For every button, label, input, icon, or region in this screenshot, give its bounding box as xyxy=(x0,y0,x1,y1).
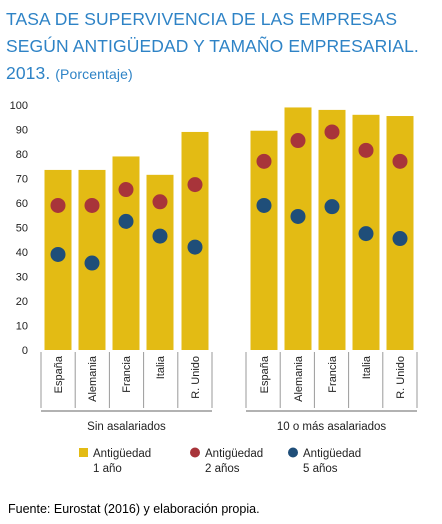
dot-antiguedad-5-anos xyxy=(187,239,203,255)
group-label: 10 o más asalariados xyxy=(277,421,387,433)
title-year: 2013. xyxy=(6,63,51,83)
title-line-3: 2013. (Porcentaje) xyxy=(6,60,440,88)
dot-antiguedad-5-anos xyxy=(392,231,408,247)
y-tick-label: 70 xyxy=(16,174,28,186)
x-tick-label: R. Unido xyxy=(395,356,407,399)
chart-title: TASA DE SUPERVIVENCIA DE LAS EMPRESAS SE… xyxy=(6,6,440,88)
x-tick-label: España xyxy=(53,355,65,393)
legend-swatch-bar xyxy=(79,448,88,457)
y-tick-label: 0 xyxy=(22,345,28,357)
x-tick-label: Francia xyxy=(121,355,133,393)
dot-antiguedad-2-anos xyxy=(50,197,66,213)
survival-rate-chart: 0 10 20 30 40 50 60 70 80 90 100 España Alemania Fran… xyxy=(10,100,418,475)
x-tick-label: Francia xyxy=(327,355,339,393)
y-tick-label: 30 xyxy=(16,272,28,284)
y-tick-label: 50 xyxy=(16,223,28,235)
chart-subtitle: (Porcentaje) xyxy=(55,66,133,82)
x-tick-label: España xyxy=(259,355,271,393)
dot-antiguedad-5-anos xyxy=(256,197,272,213)
dot-antiguedad-2-anos xyxy=(187,177,203,193)
dot-antiguedad-2-anos xyxy=(358,142,374,158)
legend-swatch-dot xyxy=(288,447,298,458)
dot-antiguedad-5-anos xyxy=(84,255,100,271)
y-tick-label: 10 xyxy=(16,321,28,333)
x-tick-label: Italia xyxy=(361,355,373,379)
dot-antiguedad-2-anos xyxy=(392,153,408,169)
source-note: Fuente: Eurostat (2016) y elaboración pr… xyxy=(8,502,260,516)
group-label: Sin asalariados xyxy=(87,421,166,433)
legend-label-line1: Antigüedad xyxy=(93,448,151,460)
dot-antiguedad-5-anos xyxy=(118,213,134,229)
title-line-2: SEGÚN ANTIGÜEDAD Y TAMAÑO EMPRESARIAL. xyxy=(6,36,419,56)
dot-antiguedad-5-anos xyxy=(358,226,374,242)
dot-antiguedad-5-anos xyxy=(324,199,340,215)
legend-label-line1: Antigüedad xyxy=(303,448,361,460)
x-tick-label: Alemania xyxy=(293,355,305,402)
x-tick-label: Alemania xyxy=(87,355,99,402)
dot-antiguedad-2-anos xyxy=(118,182,134,198)
dot-antiguedad-5-anos xyxy=(290,208,306,224)
y-tick-label: 60 xyxy=(16,198,28,210)
y-tick-label: 40 xyxy=(16,247,28,259)
dot-antiguedad-2-anos xyxy=(324,124,340,140)
bar-antiguedad-1-ano xyxy=(318,109,346,351)
legend-label-line1: Antigüedad xyxy=(205,448,263,460)
dot-antiguedad-5-anos xyxy=(50,246,66,262)
dot-antiguedad-5-anos xyxy=(152,228,168,244)
dot-antiguedad-2-anos xyxy=(290,133,306,149)
dot-antiguedad-2-anos xyxy=(84,197,100,213)
y-tick-label: 20 xyxy=(16,296,28,308)
legend-label-line2: 2 años xyxy=(205,463,240,475)
x-tick-label: Italia xyxy=(155,355,167,379)
legend-label-line2: 5 años xyxy=(303,463,338,475)
y-tick-label: 80 xyxy=(16,149,28,161)
x-tick-label: R. Unido xyxy=(190,356,202,399)
legend-swatch-dot xyxy=(190,447,200,458)
y-tick-label: 90 xyxy=(16,125,28,137)
legend-label-line2: 1 año xyxy=(93,463,122,475)
y-tick-label: 100 xyxy=(10,100,28,112)
dot-antiguedad-2-anos xyxy=(152,194,168,210)
title-line-1: TASA DE SUPERVIVENCIA DE LAS EMPRESAS xyxy=(6,9,398,29)
dot-antiguedad-2-anos xyxy=(256,153,272,169)
